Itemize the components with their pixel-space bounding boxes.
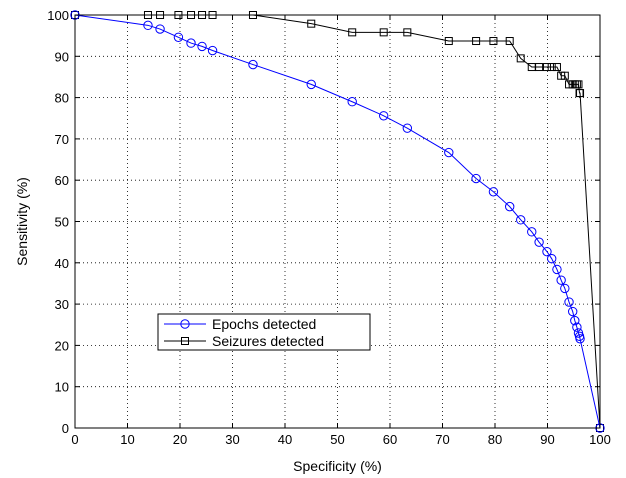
epochs-detected-point: [572, 322, 582, 332]
epochs-detected-point: [471, 173, 481, 184]
legend-marker: [180, 319, 190, 329]
epochs-detected-point: [575, 334, 585, 344]
y-tick-label: 90: [55, 49, 69, 64]
epochs-detected-point: [556, 275, 566, 285]
seizures-detected-point: [516, 54, 525, 63]
seizures-detected-point: [574, 80, 583, 89]
y-tick-label: 40: [55, 256, 69, 271]
epochs-detected-point: [552, 264, 562, 275]
series-layer: [70, 10, 605, 433]
seizures-detected-point: [560, 71, 569, 80]
x-tick-label: 50: [330, 432, 344, 447]
epochs-detected-series: [70, 10, 605, 433]
legend-label: Seizures detected: [212, 333, 324, 349]
grid-lines: [75, 15, 600, 428]
x-tick-label: 10: [120, 432, 134, 447]
seizures-detected-point: [472, 37, 481, 46]
epochs-detected-point: [570, 315, 580, 326]
x-tick-label: 40: [278, 432, 292, 447]
epochs-detected-point: [444, 147, 454, 158]
epochs-detected-point: [186, 38, 196, 48]
epochs-detected-point: [207, 45, 218, 56]
plot-frame: [74, 14, 601, 429]
legend-label: Epochs detected: [212, 316, 316, 332]
x-tick-label: 30: [225, 432, 239, 447]
epochs-detected-line: [74, 14, 601, 429]
epochs-detected-point: [534, 237, 544, 247]
seizures-detected-point: [576, 89, 585, 98]
epochs-detected-point: [488, 187, 499, 197]
seizures-detected-point: [535, 63, 544, 72]
seizures-detected-point: [547, 63, 556, 72]
seizures-detected-point: [505, 37, 514, 46]
epochs-detected-point: [564, 297, 574, 307]
x-tick-label: 0: [71, 432, 78, 447]
legend-box: [157, 313, 371, 351]
legend-item-seizures-detected: Seizures detected: [164, 333, 324, 349]
seizures-detected-point: [348, 28, 357, 37]
x-tick-label: 20: [173, 432, 187, 447]
x-tick-label: 100: [589, 432, 611, 447]
epochs-detected-point: [197, 41, 207, 52]
legend-item-epochs-detected: Epochs detected: [164, 316, 316, 332]
epochs-detected-point: [248, 59, 258, 70]
x-tick-label: 90: [540, 432, 554, 447]
seizures-detected-point: [403, 28, 412, 37]
epochs-detected-point: [143, 20, 153, 31]
epochs-detected-point: [568, 306, 578, 317]
y-tick-label: 60: [55, 173, 69, 188]
seizures-detected-point: [489, 37, 498, 46]
y-tick-label: 10: [55, 380, 69, 395]
epochs-detected-point: [560, 283, 570, 294]
y-tick-label: 0: [62, 421, 69, 436]
seizures-detected-line: [75, 14, 601, 429]
epochs-detected-point: [306, 79, 316, 90]
epochs-detected-point: [547, 253, 557, 264]
y-tick-label: 50: [55, 215, 69, 230]
epochs-detected-point: [379, 111, 389, 121]
epochs-detected-point: [173, 32, 184, 43]
epochs-detected-point: [505, 201, 515, 212]
x-axis-label: Specificity (%): [293, 458, 382, 474]
x-tick-label: 70: [435, 432, 449, 447]
epochs-detected-point: [542, 246, 552, 257]
x-tick-label: 80: [488, 432, 502, 447]
seizures-detected-point: [444, 37, 453, 46]
legend-marker: [181, 337, 189, 345]
y-axis-label: Sensitivity (%): [14, 177, 30, 266]
seizures-detected-point: [307, 19, 316, 28]
epochs-detected-point: [402, 123, 413, 133]
seizures-detected-point: [379, 28, 388, 37]
x-tick-label: 60: [383, 432, 397, 447]
seizures-detected-point: [542, 63, 551, 72]
epochs-detected-point: [527, 227, 537, 237]
y-tick-label: 30: [55, 297, 69, 312]
y-tick-label: 20: [55, 338, 69, 353]
y-tick-label: 80: [55, 91, 69, 106]
epochs-detected-point: [347, 97, 357, 107]
y-tick-label: 100: [47, 8, 69, 23]
epochs-detected-point: [155, 24, 165, 34]
epochs-detected-point: [516, 215, 526, 225]
y-tick-label: 70: [55, 132, 69, 147]
axis-ticks: 0 10 20 30 40 50 60 70 80 90 100 0 10 20 30 40 50 60 70 80 9…: [47, 8, 611, 447]
seizures-detected-point: [552, 63, 561, 72]
